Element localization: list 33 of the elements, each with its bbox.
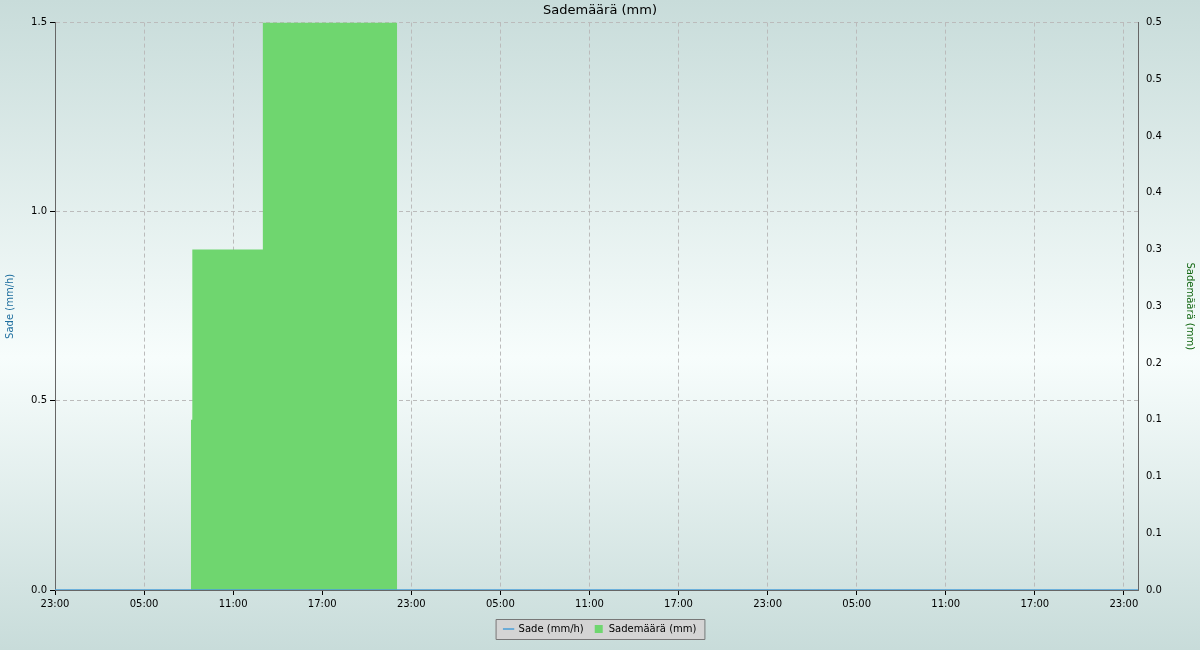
x-tick-label: 17:00 <box>1020 597 1050 609</box>
y-tick-label: 0.5 <box>31 394 47 406</box>
legend-label: Sademäärä (mm) <box>608 622 697 634</box>
y-tick-label: 1.0 <box>31 205 47 217</box>
y2-tick-label: 0.2 <box>1146 356 1162 368</box>
y-axis-title: Sade (mm/h) <box>3 273 15 339</box>
y2-tick-label: 0.5 <box>1146 16 1162 28</box>
chart-title: Sademäärä (mm) <box>543 2 657 18</box>
x-tick-label: 17:00 <box>307 597 337 609</box>
x-tick-label: 11:00 <box>575 597 604 609</box>
legend-label: Sade (mm/h) <box>518 622 584 634</box>
y2-tick-label: 0.1 <box>1146 526 1162 538</box>
x-tick-label: 05:00 <box>129 597 159 609</box>
y2-axis-title: Sademäärä (mm) <box>1185 262 1197 351</box>
x-tick-label: 17:00 <box>664 597 693 609</box>
y2-tick-label: 0.4 <box>1146 186 1162 198</box>
y2-tick-label: 0.0 <box>1146 583 1162 595</box>
y2-tick-label: 0.1 <box>1146 470 1162 482</box>
x-tick-label: 23:00 <box>396 597 426 609</box>
x-tick-label: 11:00 <box>931 597 961 609</box>
y-tick-label: 0.0 <box>31 583 47 595</box>
x-tick-label: 05:00 <box>485 597 515 609</box>
y-tick-label: 1.5 <box>31 16 47 28</box>
x-tick-label: 23:00 <box>1109 597 1139 609</box>
x-tick-label: 05:00 <box>842 597 872 609</box>
y2-tick-label: 0.5 <box>1146 72 1162 84</box>
y2-tick-label: 0.3 <box>1146 299 1162 311</box>
y2-tick-label: 0.4 <box>1146 129 1162 141</box>
x-tick-label: 23:00 <box>40 597 70 609</box>
y2-tick-label: 0.3 <box>1146 243 1162 255</box>
x-tick-label: 23:00 <box>753 597 783 609</box>
y2-tick-label: 0.1 <box>1146 413 1162 425</box>
x-tick-label: 11:00 <box>218 597 248 609</box>
